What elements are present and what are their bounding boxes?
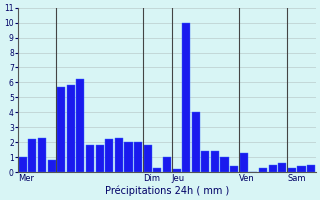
- Bar: [96, 145, 104, 172]
- Bar: [297, 166, 306, 172]
- Bar: [105, 139, 113, 172]
- Bar: [163, 157, 171, 172]
- Bar: [47, 160, 56, 172]
- Bar: [124, 142, 132, 172]
- Bar: [201, 151, 209, 172]
- Bar: [86, 145, 94, 172]
- Bar: [192, 112, 200, 172]
- Bar: [19, 157, 27, 172]
- Bar: [28, 139, 36, 172]
- Bar: [38, 138, 46, 172]
- Bar: [288, 168, 296, 172]
- Bar: [259, 168, 267, 172]
- Bar: [57, 87, 65, 172]
- Bar: [172, 169, 180, 172]
- Bar: [220, 157, 228, 172]
- Bar: [211, 151, 219, 172]
- Bar: [115, 138, 123, 172]
- Bar: [76, 79, 84, 172]
- Bar: [67, 85, 75, 172]
- Bar: [268, 165, 277, 172]
- X-axis label: Précipitations 24h ( mm ): Précipitations 24h ( mm ): [105, 185, 229, 196]
- Bar: [278, 163, 286, 172]
- Bar: [153, 168, 161, 172]
- Bar: [144, 145, 152, 172]
- Bar: [307, 165, 315, 172]
- Bar: [182, 23, 190, 172]
- Bar: [230, 166, 238, 172]
- Bar: [134, 142, 142, 172]
- Bar: [240, 153, 248, 172]
